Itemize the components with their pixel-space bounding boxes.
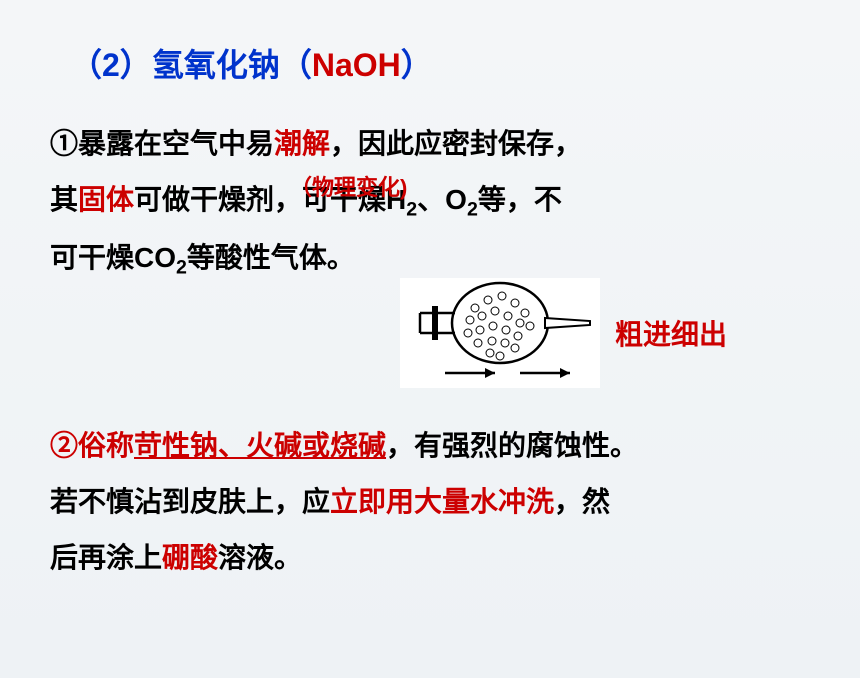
p2-t7: 后再涂上 [50, 542, 162, 573]
p2-t1: ②俗称 [50, 430, 134, 461]
p2-t5: 立即用大量水冲洗 [330, 486, 554, 517]
drying-tube-diagram [400, 278, 600, 388]
p2-t4: 若不慎沾到皮肤上，应 [50, 486, 330, 517]
p1-t7: 、O [417, 184, 467, 215]
paragraph-1: ①暴露在空气中易潮解，因此应密封保存， 其固体可做干燥剂，可干燥H2、O2等，不… [50, 116, 810, 288]
p1-t1: ①暴露在空气中易 [50, 128, 274, 159]
section-title: （2）氢氧化钠（NaOH） [70, 40, 810, 86]
diagram-label: 粗进细出 [615, 313, 727, 353]
p1-t5: 固体 [78, 184, 134, 215]
title-close-paren: ） [401, 47, 433, 83]
title-formula: NaOH [312, 47, 401, 83]
p1-t4: 其 [50, 184, 78, 215]
title-number: （2） [70, 47, 152, 83]
p1-t2: 潮解 [274, 128, 330, 159]
p1-t3: ，因此应密封保存， [330, 128, 582, 159]
p2-t3: ，有强烈的腐蚀性。 [386, 430, 638, 461]
p2-t6: ，然 [554, 486, 610, 517]
p2-t2: 苛性钠、火碱或烧碱 [134, 430, 386, 461]
p1-t9: 可干燥CO [50, 242, 176, 273]
p2-t9: 溶液。 [218, 542, 302, 573]
title-open-paren: （ [280, 47, 312, 83]
p1-t10: 等酸性气体。 [187, 242, 355, 273]
p2-t8: 硼酸 [162, 542, 218, 573]
annotation-physical-change: （物理变化) [290, 170, 407, 202]
diagram-row: 粗进细出 [50, 278, 810, 388]
p1-t8: 等，不 [478, 184, 562, 215]
title-name: 氢氧化钠 [152, 47, 280, 83]
paragraph-2: ②俗称苛性钠、火碱或烧碱，有强烈的腐蚀性。 若不慎沾到皮肤上，应立即用大量水冲洗… [50, 418, 810, 586]
